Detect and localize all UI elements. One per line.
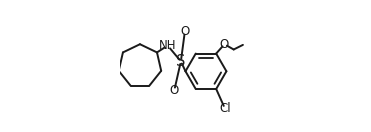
Text: O: O xyxy=(170,84,179,97)
Text: O: O xyxy=(220,38,229,51)
Text: NH: NH xyxy=(159,39,177,52)
Text: Cl: Cl xyxy=(219,102,231,115)
Text: O: O xyxy=(180,25,190,38)
Text: S: S xyxy=(176,54,186,69)
